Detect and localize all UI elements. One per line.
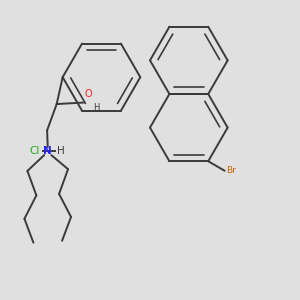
Text: O: O	[85, 89, 92, 99]
Text: H: H	[57, 146, 65, 157]
Text: H: H	[93, 103, 99, 112]
Text: N: N	[44, 146, 52, 156]
Text: Br: Br	[226, 166, 236, 175]
Text: Cl: Cl	[30, 146, 40, 157]
